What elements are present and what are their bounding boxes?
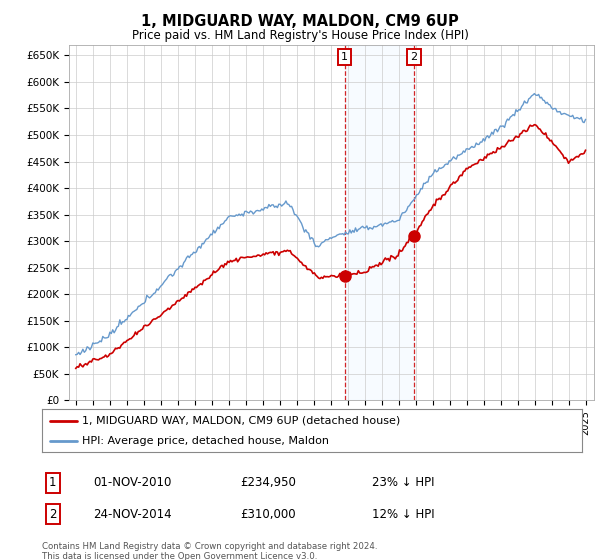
Text: 23% ↓ HPI: 23% ↓ HPI <box>372 476 434 489</box>
Text: £234,950: £234,950 <box>240 476 296 489</box>
Text: 24-NOV-2014: 24-NOV-2014 <box>93 507 172 521</box>
Text: 01-NOV-2010: 01-NOV-2010 <box>93 476 172 489</box>
Text: 12% ↓ HPI: 12% ↓ HPI <box>372 507 434 521</box>
Text: Price paid vs. HM Land Registry's House Price Index (HPI): Price paid vs. HM Land Registry's House … <box>131 29 469 42</box>
Text: 2: 2 <box>410 52 418 62</box>
Text: HPI: Average price, detached house, Maldon: HPI: Average price, detached house, Mald… <box>83 436 329 446</box>
Text: 1, MIDGUARD WAY, MALDON, CM9 6UP: 1, MIDGUARD WAY, MALDON, CM9 6UP <box>141 14 459 29</box>
Text: £310,000: £310,000 <box>240 507 296 521</box>
Bar <box>345 45 414 400</box>
Text: Contains HM Land Registry data © Crown copyright and database right 2024.
This d: Contains HM Land Registry data © Crown c… <box>42 542 377 560</box>
Text: 2: 2 <box>49 507 56 521</box>
Text: 1, MIDGUARD WAY, MALDON, CM9 6UP (detached house): 1, MIDGUARD WAY, MALDON, CM9 6UP (detach… <box>83 416 401 426</box>
Text: 1: 1 <box>341 52 348 62</box>
Text: 1: 1 <box>49 476 56 489</box>
